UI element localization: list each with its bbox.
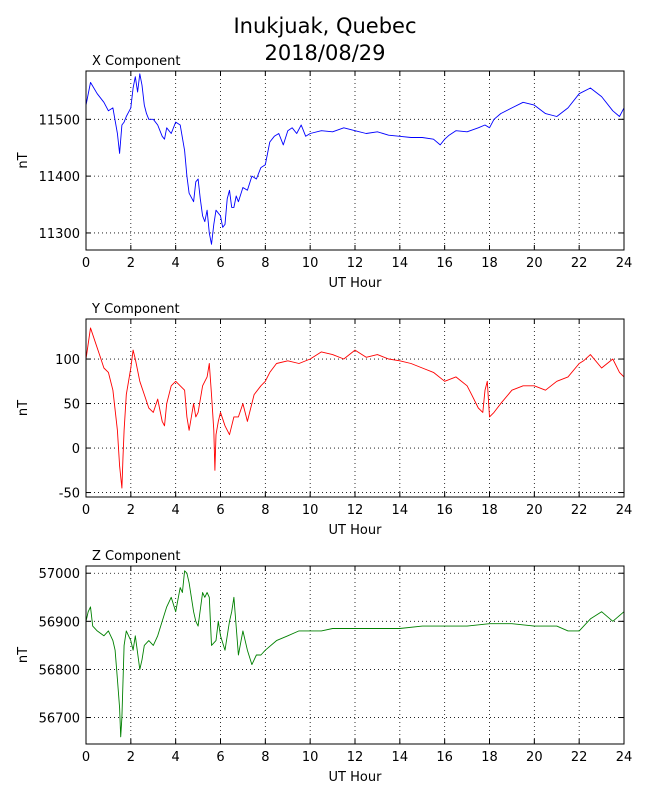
x-tick-label: 8 bbox=[261, 256, 269, 271]
y-axis-label: nT bbox=[16, 647, 31, 663]
x-axis-label: UT Hour bbox=[329, 770, 383, 785]
series-line bbox=[85, 73, 625, 245]
x-tick-label: 20 bbox=[526, 256, 543, 271]
x-tick-label: 2 bbox=[127, 256, 135, 271]
x-tick-label: 22 bbox=[571, 750, 588, 765]
x-tick-label: 18 bbox=[481, 750, 498, 765]
panel-title: Y Component bbox=[91, 302, 180, 317]
x-tick-label: 16 bbox=[436, 256, 453, 271]
x-tick-label: 6 bbox=[216, 750, 224, 765]
x-tick-label: 20 bbox=[526, 503, 543, 518]
x-axis-label: UT Hour bbox=[329, 523, 383, 538]
y-tick-label: 100 bbox=[55, 353, 80, 368]
y-axis-label: nT bbox=[16, 152, 31, 168]
x-tick-label: 14 bbox=[392, 256, 409, 271]
y-tick-label: 56900 bbox=[39, 615, 80, 630]
y-tick-label: 56700 bbox=[39, 712, 80, 727]
panel-title: X Component bbox=[92, 54, 181, 69]
x-tick-label: 12 bbox=[347, 503, 364, 518]
panel-title: Z Component bbox=[92, 549, 181, 564]
x-tick-label: 2 bbox=[127, 503, 135, 518]
y-tick-label: 56800 bbox=[39, 663, 80, 678]
x-tick-label: 8 bbox=[261, 750, 269, 765]
x-tick-label: 6 bbox=[216, 503, 224, 518]
x-tick-label: 24 bbox=[616, 256, 633, 271]
x-tick-label: 12 bbox=[347, 256, 364, 271]
x-tick-label: 0 bbox=[82, 750, 90, 765]
x-tick-label: 2 bbox=[127, 750, 135, 765]
series-line bbox=[85, 570, 625, 738]
x-tick-label: 18 bbox=[481, 256, 498, 271]
x-tick-label: 20 bbox=[526, 750, 543, 765]
y-tick-label: 11500 bbox=[39, 113, 80, 128]
figure-title-line1: Inukjuak, Quebec bbox=[233, 14, 416, 38]
y-tick-label: 11400 bbox=[39, 170, 80, 185]
x-tick-label: 24 bbox=[616, 503, 633, 518]
x-tick-label: 16 bbox=[436, 750, 453, 765]
x-tick-label: 12 bbox=[347, 750, 364, 765]
x-tick-label: 10 bbox=[302, 503, 319, 518]
x-tick-label: 4 bbox=[172, 503, 180, 518]
x-tick-label: 22 bbox=[571, 503, 588, 518]
x-tick-label: 14 bbox=[392, 750, 409, 765]
x-tick-label: 24 bbox=[616, 750, 633, 765]
x-tick-label: 4 bbox=[172, 750, 180, 765]
y-tick-label: -50 bbox=[59, 487, 80, 502]
y-tick-label: 11300 bbox=[39, 227, 80, 242]
chart-panel-3: 0 2 4 6 8 10 12 14 16 18 20 22 245670056800569005700… bbox=[16, 549, 632, 785]
x-tick-label: 0 bbox=[82, 503, 90, 518]
figure-title-line2: 2018/08/29 bbox=[264, 41, 385, 65]
y-tick-label: 0 bbox=[72, 442, 80, 457]
y-tick-label: 50 bbox=[63, 398, 80, 413]
x-tick-label: 10 bbox=[302, 750, 319, 765]
x-tick-label: 22 bbox=[571, 256, 588, 271]
y-tick-label: 57000 bbox=[39, 567, 80, 582]
x-tick-label: 6 bbox=[216, 256, 224, 271]
x-tick-label: 14 bbox=[392, 503, 409, 518]
x-axis-label: UT Hour bbox=[329, 276, 383, 291]
series-line bbox=[85, 327, 625, 489]
x-tick-label: 8 bbox=[261, 503, 269, 518]
x-tick-label: 0 bbox=[82, 256, 90, 271]
x-tick-label: 4 bbox=[172, 256, 180, 271]
x-tick-label: 18 bbox=[481, 503, 498, 518]
y-axis-label: nT bbox=[16, 400, 31, 416]
x-tick-label: 10 bbox=[302, 256, 319, 271]
x-tick-label: 16 bbox=[436, 503, 453, 518]
